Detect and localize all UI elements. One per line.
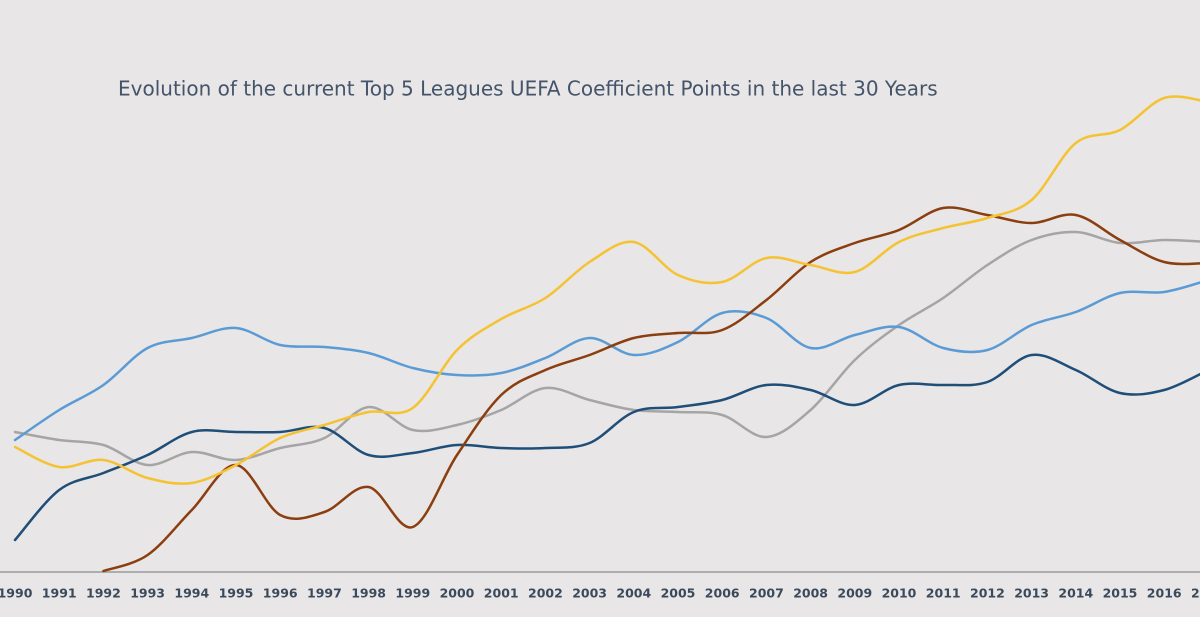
x-tick-label: 2002: [528, 586, 563, 601]
x-tick-label: 1995: [219, 586, 254, 601]
x-tick-label: 1996: [263, 586, 298, 601]
series-line: [13, 230, 1200, 467]
series-line: [102, 206, 1200, 573]
chart-title: Evolution of the current Top 5 Leagues U…: [118, 77, 938, 101]
x-tick-label: 1993: [130, 586, 165, 601]
bottom-strip: [0, 617, 1200, 630]
x-tick-label: 2005: [661, 586, 696, 601]
x-tick-label: 1992: [86, 586, 121, 601]
x-tick-label: 1999: [395, 586, 430, 601]
x-tick-label: 1994: [174, 586, 209, 601]
x-tick-label: 2004: [616, 586, 651, 601]
x-tick-label: 2000: [440, 586, 475, 601]
x-tick-label: 2011: [926, 586, 961, 601]
x-tick-label: 1991: [42, 586, 77, 601]
x-tick-label: 1997: [307, 586, 342, 601]
series-line: [13, 353, 1200, 542]
x-tick-label: 2009: [837, 586, 872, 601]
x-tick-label: 2015: [1103, 586, 1138, 601]
x-tick-label: 2017: [1191, 586, 1200, 601]
x-tick-label: 2010: [882, 586, 917, 601]
series-line: [13, 95, 1200, 485]
x-tick-label: 2007: [749, 586, 784, 601]
x-tick-label: 2016: [1147, 586, 1182, 601]
x-tick-label: 2012: [970, 586, 1005, 601]
x-tick-label: 2003: [572, 586, 607, 601]
x-tick-label: 1998: [351, 586, 386, 601]
x-tick-label: 2008: [793, 586, 828, 601]
x-tick-label: 2013: [1014, 586, 1049, 601]
x-tick-label: 2006: [705, 586, 740, 601]
x-tick-label: 2001: [484, 586, 519, 601]
x-tick-label: 2014: [1058, 586, 1093, 601]
x-tick-label: 1990: [0, 586, 33, 601]
